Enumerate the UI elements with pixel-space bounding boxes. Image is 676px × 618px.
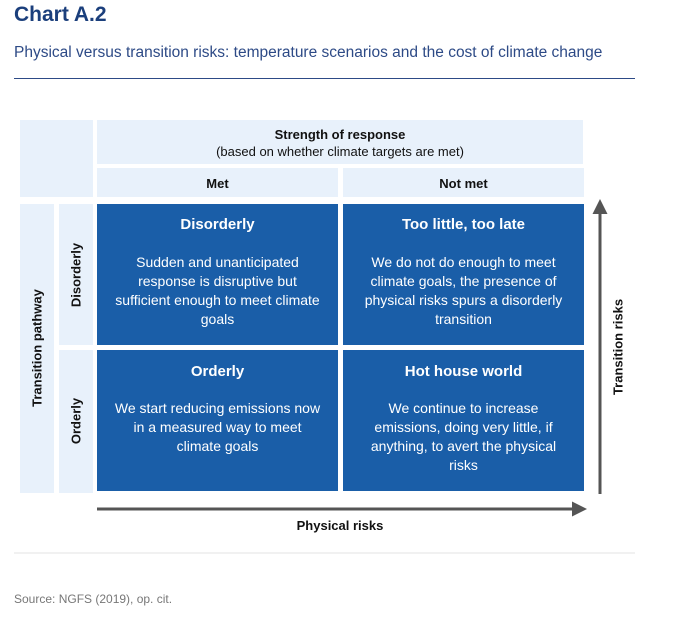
quadrant-text: climate goals, the presence of [370, 273, 557, 289]
row-label: Disorderly [68, 242, 84, 308]
quadrant-title: Orderly [190, 363, 245, 380]
quadrant-text: We do not do enough to meet [371, 254, 556, 270]
column-label: Met [206, 176, 229, 191]
row-header-box [20, 204, 54, 493]
column-label-box: Met [97, 168, 338, 197]
quadrant-text: emissions, doing very little, if [374, 419, 553, 435]
quadrant: Hot house world We continue to increase em… [343, 350, 584, 491]
chart-subtitle: Physical versus transition risks: temper… [14, 44, 603, 61]
quadrant: Too little, too late We do not do enough … [343, 204, 584, 345]
source: Source: NGFS (2019), op. cit. [14, 592, 173, 606]
quadrant-title: Disorderly [180, 216, 255, 233]
quadrant-text: climate goals [176, 438, 259, 454]
x-axis-label: Physical risks [296, 518, 384, 533]
column-header-subtitle: (based on whether climate targets are me… [216, 144, 464, 159]
quadrant: Disorderly Sudden and unanticipated respon… [97, 204, 338, 345]
quadrant-text: We start reducing emissions now [114, 400, 321, 416]
quadrant-text: in a measured way to meet [133, 419, 302, 435]
quadrant-text: response is disruptive but [138, 273, 297, 289]
row-label-box [59, 350, 93, 493]
quadrant-text: physical risks spurs a disorderly [364, 292, 563, 308]
quadrant-text: risks [449, 457, 478, 473]
chart-title: Chart A.2 [14, 3, 107, 26]
row-label-box [59, 204, 93, 345]
quadrant-text: Sudden and unanticipated [136, 254, 299, 270]
row-label: Orderly [68, 397, 84, 445]
quadrant-title: Too little, too late [401, 216, 526, 233]
quadrant-text: goals [200, 311, 235, 327]
quadrant: Orderly We start reducing emissions now in… [97, 350, 338, 491]
quadrant-text: We continue to increase [388, 400, 539, 416]
corner-box [20, 120, 93, 197]
column-label-box: Not met [343, 168, 584, 197]
column-header: Strength of response (based on whether c… [97, 120, 583, 164]
y-axis-label: Transition risks [610, 298, 626, 396]
quadrant-text: sufficient enough to meet climate [115, 292, 320, 308]
quadrant-text: transition [435, 311, 492, 327]
column-label: Not met [439, 176, 488, 191]
column-header-title: Strength of response [274, 127, 406, 142]
quadrant-title: Hot house world [404, 363, 523, 380]
title-rule [14, 78, 635, 79]
quadrant-text: anything, to avert the physical [370, 438, 557, 454]
